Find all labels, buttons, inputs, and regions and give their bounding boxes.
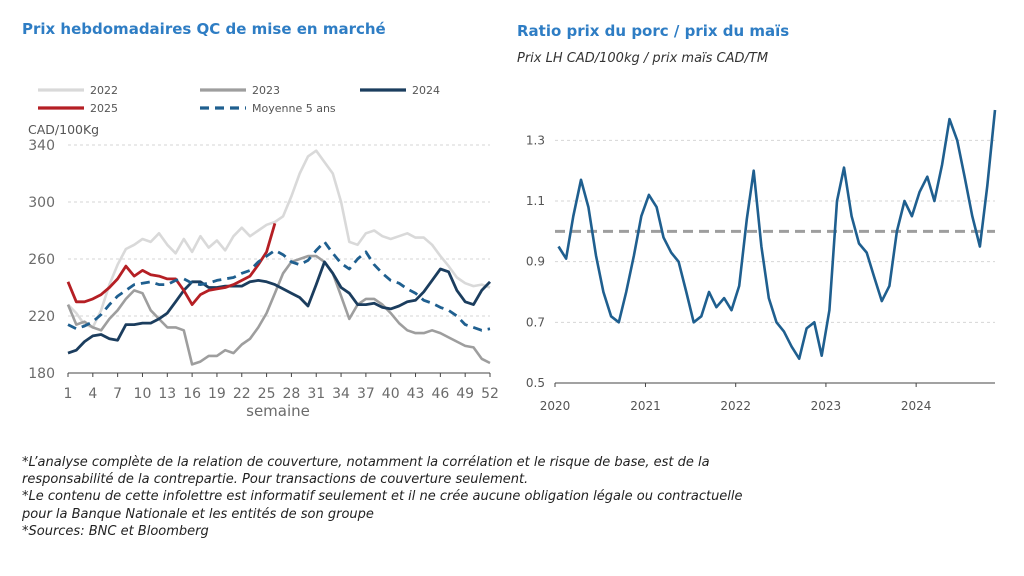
- x-tick-label: 1: [64, 386, 73, 402]
- y-tick-label: 0.9: [526, 255, 545, 269]
- series-line: [67, 240, 491, 332]
- x-tick-label: 13: [158, 386, 176, 402]
- footnote-line: pour la Banque Nationale et les entités …: [22, 506, 374, 522]
- y-tick-label: 1.3: [526, 133, 545, 147]
- x-tick-label: 7: [113, 386, 122, 402]
- x-tick-label: 2024: [901, 399, 932, 413]
- footnote-line: *Le contenu de cette infolettre est info…: [22, 489, 743, 505]
- y-tick-label: 340: [28, 138, 55, 154]
- x-tick-label: 2020: [540, 399, 571, 413]
- x-tick-label: 46: [431, 386, 449, 402]
- y-axis-label: CAD/100Kg: [28, 122, 99, 137]
- y-tick-label: 180: [28, 366, 55, 382]
- x-tick-label: 43: [407, 386, 425, 402]
- y-tick-label: 0.7: [526, 315, 545, 329]
- x-tick-label: 49: [456, 386, 474, 402]
- x-tick-label: 25: [258, 386, 276, 402]
- series-line: [66, 223, 277, 307]
- x-tick-label: 2022: [720, 399, 751, 413]
- y-tick-label: 0.5: [526, 376, 545, 390]
- legend-label: Moyenne 5 ans: [252, 102, 336, 115]
- y-tick-label: 260: [28, 252, 55, 268]
- x-tick-label: 22: [233, 386, 251, 402]
- x-tick-label: 34: [332, 386, 350, 402]
- x-tick-label: 28: [282, 386, 300, 402]
- x-tick-label: 19: [208, 386, 226, 402]
- series-line: [66, 254, 491, 366]
- legend-label: 2024: [412, 84, 440, 97]
- x-tick-label: 10: [134, 386, 152, 402]
- right-chart-subtitle: Prix LH CAD/100kg / prix maïs CAD/TM: [517, 51, 769, 66]
- right-chart-title: Ratio prix du porc / prix du maïs: [517, 22, 790, 40]
- y-tick-label: 220: [28, 309, 55, 325]
- ratio-series-line: [557, 109, 997, 361]
- x-tick-label: 16: [183, 386, 201, 402]
- x-tick-label: 31: [307, 386, 325, 402]
- footnotes: *L’analyse complète de la relation de co…: [22, 454, 1012, 540]
- legend-label: 2022: [90, 84, 118, 97]
- footnote-line: *L’analyse complète de la relation de co…: [22, 455, 710, 470]
- legend-label: 2025: [90, 102, 118, 115]
- x-tick-label: 52: [481, 386, 499, 402]
- series-line: [67, 260, 492, 355]
- x-tick-label: 40: [382, 386, 400, 402]
- footnote-line: *Sources: BNC et Bloomberg: [22, 523, 209, 539]
- x-tick-label: 4: [88, 386, 97, 402]
- left-chart-title: Prix hebdomadaires QC de mise en marché: [22, 20, 386, 38]
- x-tick-label: 2023: [811, 399, 842, 413]
- y-tick-label: 1.1: [526, 194, 545, 208]
- y-tick-label: 300: [28, 195, 55, 211]
- weekly-price-chart: 180 220 260 300 340 1 4 7 10 13 16 19 22 25 28 31 34 37 40…: [28, 84, 499, 420]
- hog-corn-ratio-chart: 0.5 0.7 0.9 1.1 1.3 2020 2021 2022 2023 2024: [526, 109, 997, 413]
- x-axis-label: semaine: [246, 402, 310, 420]
- x-tick-label: 2021: [630, 399, 661, 413]
- footnote-line: responsabilité de la contrepartie. Pour …: [22, 472, 529, 488]
- x-tick-label: 37: [357, 386, 375, 402]
- legend-label: 2023: [252, 84, 280, 97]
- series-line: [67, 149, 491, 329]
